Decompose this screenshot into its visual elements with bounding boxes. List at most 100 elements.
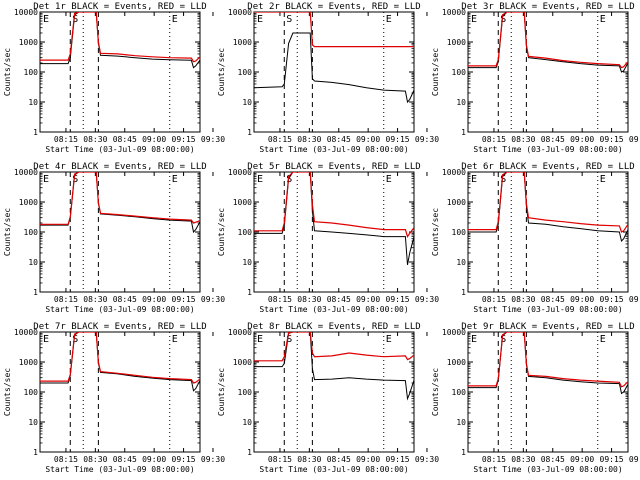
chart-panel-7: Det 7r BLACK = Events, RED = LLD 1 10 100 10… <box>3 322 225 474</box>
x-tick-label: 09:00 <box>356 455 380 464</box>
y-tick-label: 10 <box>242 418 252 427</box>
chart-panel-5: Det 5r BLACK = Events, RED = LLD 1 10 100 10… <box>217 162 439 314</box>
plot-frame <box>467 11 629 133</box>
x-tick-label: 09:30 <box>201 295 225 304</box>
chart-panel-3: Det 3r BLACK = Events, RED = LLD 1 10 100 10… <box>431 2 640 154</box>
x-tick-label: 09:30 <box>415 295 439 304</box>
x-tick-label: 09:15 <box>386 295 410 304</box>
series-line-lld <box>254 12 414 48</box>
data-area <box>254 172 414 265</box>
x-tick-label: 09:00 <box>570 455 594 464</box>
data-area <box>40 332 200 392</box>
x-tick-label: 08:15 <box>482 135 506 144</box>
series-line-lld <box>468 332 628 388</box>
x-tick-label: 09:15 <box>172 455 196 464</box>
marker-letter: E <box>600 334 606 345</box>
x-tick-label: 09:30 <box>201 455 225 464</box>
marker-letter: E <box>257 14 263 25</box>
y-tick-label: 10000 <box>442 8 466 17</box>
marker-letter: S <box>286 174 292 185</box>
x-tick-label: 08:45 <box>327 295 351 304</box>
x-tick-label: 08:15 <box>482 455 506 464</box>
marker-letter: S <box>72 14 78 25</box>
x-tick-label: 08:30 <box>511 295 535 304</box>
x-tick-label: 09:00 <box>356 135 380 144</box>
chart-title: Det 9r BLACK = Events, RED = LLD <box>461 322 634 332</box>
chart-title: Det 4r BLACK = Events, RED = LLD <box>33 162 206 172</box>
marker-letter: S <box>500 334 506 345</box>
x-tick-label: 08:15 <box>54 135 78 144</box>
y-tick-label: 10 <box>456 98 466 107</box>
x-axis-label: Start Time (03-Jul-09 08:00:00) <box>259 465 408 474</box>
series-line-events <box>254 172 414 265</box>
y-tick-label: 100 <box>452 68 467 77</box>
data-area <box>468 172 628 243</box>
x-tick-label: 08:45 <box>541 135 565 144</box>
x-axis-label: Start Time (03-Jul-09 08:00:00) <box>473 305 622 314</box>
plot-frame <box>467 331 629 453</box>
x-tick-label: 08:45 <box>113 295 137 304</box>
chart-panel-9: Det 9r BLACK = Events, RED = LLD 1 10 100 10… <box>431 322 640 474</box>
x-tick-label: 09:00 <box>142 295 166 304</box>
marker-letter: E <box>386 174 392 185</box>
plot-frame <box>39 331 201 453</box>
marker-letter: E <box>43 174 49 185</box>
data-area <box>40 12 200 69</box>
x-tick-label: 09:30 <box>629 295 640 304</box>
marker-letter: E <box>471 14 477 25</box>
y-tick-label: 10000 <box>14 328 38 337</box>
chart-title: Det 1r BLACK = Events, RED = LLD <box>33 2 206 12</box>
data-area <box>468 332 628 395</box>
y-tick-label: 1000 <box>233 358 252 367</box>
x-tick-label: 08:30 <box>297 455 321 464</box>
marker-letter: S <box>286 14 292 25</box>
x-tick-label: 09:00 <box>142 135 166 144</box>
y-tick-label: 1000 <box>447 198 466 207</box>
marker-letter: E <box>600 174 606 185</box>
chart-panel-1: Det 1r BLACK = Events, RED = LLD 1 10 100 10… <box>3 2 225 154</box>
x-tick-label: 09:30 <box>415 135 439 144</box>
x-tick-label: 08:45 <box>327 135 351 144</box>
x-tick-label: 08:30 <box>511 455 535 464</box>
x-tick-label: 08:30 <box>511 135 535 144</box>
marker-letter: E <box>257 174 263 185</box>
series-line-lld <box>468 172 628 233</box>
marker-letter: E <box>172 14 178 25</box>
x-tick-label: 09:00 <box>142 455 166 464</box>
chart-title: Det 2r BLACK = Events, RED = LLD <box>247 2 420 12</box>
y-tick-label: 10 <box>242 258 252 267</box>
y-tick-label: 10000 <box>442 328 466 337</box>
chart-title: Det 3r BLACK = Events, RED = LLD <box>461 2 634 12</box>
series-line-lld <box>468 12 628 69</box>
marker-letter: E <box>386 334 392 345</box>
y-tick-label: 100 <box>24 388 39 397</box>
chart-title: Det 7r BLACK = Events, RED = LLD <box>33 322 206 332</box>
x-tick-label: 08:15 <box>482 295 506 304</box>
x-tick-label: 08:45 <box>541 455 565 464</box>
y-tick-label: 10000 <box>228 8 252 17</box>
y-tick-label: 100 <box>238 388 253 397</box>
marker-letter: E <box>172 174 178 185</box>
y-tick-label: 10 <box>456 258 466 267</box>
series-line-lld <box>40 12 200 63</box>
y-tick-label: 10000 <box>14 168 38 177</box>
y-tick-label: 1 <box>33 128 38 137</box>
plot-frame <box>39 11 201 133</box>
x-axis-label: Start Time (03-Jul-09 08:00:00) <box>473 465 622 474</box>
y-tick-label: 100 <box>452 228 467 237</box>
x-axis-label: Start Time (03-Jul-09 08:00:00) <box>473 145 622 154</box>
y-tick-label: 1 <box>33 288 38 297</box>
marker-letter: E <box>43 14 49 25</box>
y-axis-label: Counts/sec <box>431 48 440 96</box>
x-tick-label: 09:00 <box>570 135 594 144</box>
y-tick-label: 100 <box>24 68 39 77</box>
y-axis-label: Counts/sec <box>431 368 440 416</box>
x-tick-label: 08:30 <box>297 295 321 304</box>
y-tick-label: 10000 <box>228 328 252 337</box>
series-line-lld <box>254 172 414 238</box>
data-area <box>468 12 628 73</box>
data-area <box>254 332 414 401</box>
marker-letter: E <box>257 334 263 345</box>
plot-frame <box>253 11 415 133</box>
